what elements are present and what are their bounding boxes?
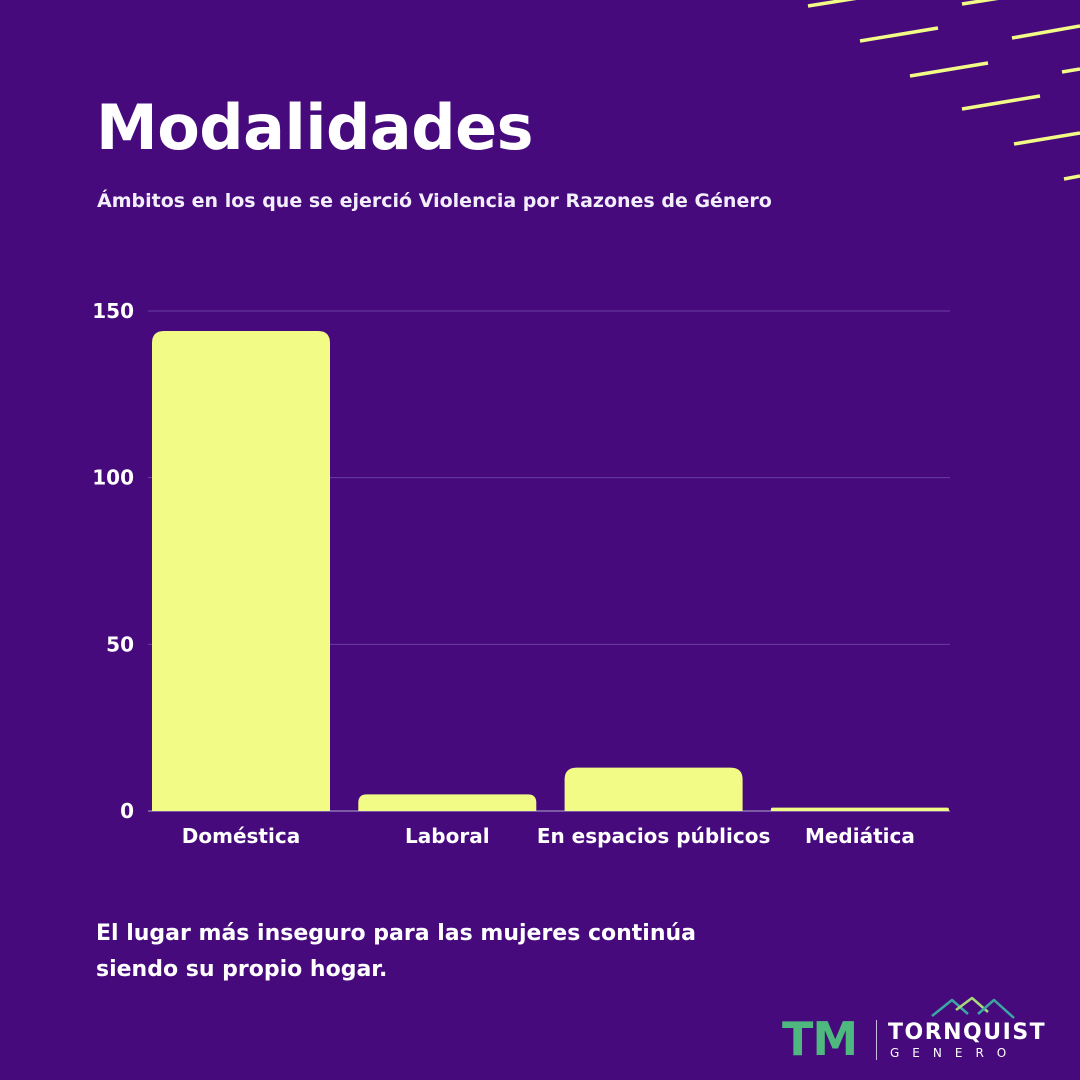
tornquist-genero-logo: TM TORNQUIST GENERO [782,990,1062,1070]
mountains-icon [931,996,1015,1019]
x-category-label: En espacios públicos [537,824,771,848]
y-tick-labels: 0 50 100 150 [92,299,134,823]
decor-stripe [961,0,999,6]
y-tick-label: 100 [92,466,134,490]
bar-en-espacios-públicos [564,767,743,811]
decor-stripe [1013,131,1080,146]
decor-stripe [961,94,1041,111]
bar-doméstica [152,331,330,811]
bars [152,331,949,811]
decor-stripe [1011,24,1080,40]
decor-stripe [909,61,989,78]
x-category-label: Doméstica [182,824,300,848]
x-category-label: Mediática [805,824,915,848]
bar-mediática [770,807,949,811]
x-category-labels: Doméstica Laboral En espacios públicos Medi… [182,824,915,848]
logo-mark: TM [782,1012,858,1066]
logo-name: TORNQUIST [888,1020,1047,1045]
logo-subtitle: GENERO [890,1046,1020,1060]
caption: El lugar más inseguro para las mujeres c… [96,916,816,988]
page-title: Modalidades [96,91,534,164]
decorative-stripes [807,0,1080,181]
caption-line-2: siendo su propio hogar. [96,957,388,982]
bar-laboral [358,794,537,811]
decor-stripe [859,26,939,43]
decor-stripe [1063,174,1080,181]
chart-subtitle: Ámbitos en los que se ejerció Violencia … [97,190,772,212]
y-tick-label: 50 [106,632,134,656]
decor-stripe [1061,67,1080,74]
logo-divider [876,1020,877,1060]
x-category-label: Laboral [405,824,490,848]
caption-line-1: El lugar más inseguro para las mujeres c… [96,921,697,946]
decor-stripe [807,0,857,8]
y-tick-label: 0 [120,799,134,823]
y-tick-label: 150 [92,299,134,323]
